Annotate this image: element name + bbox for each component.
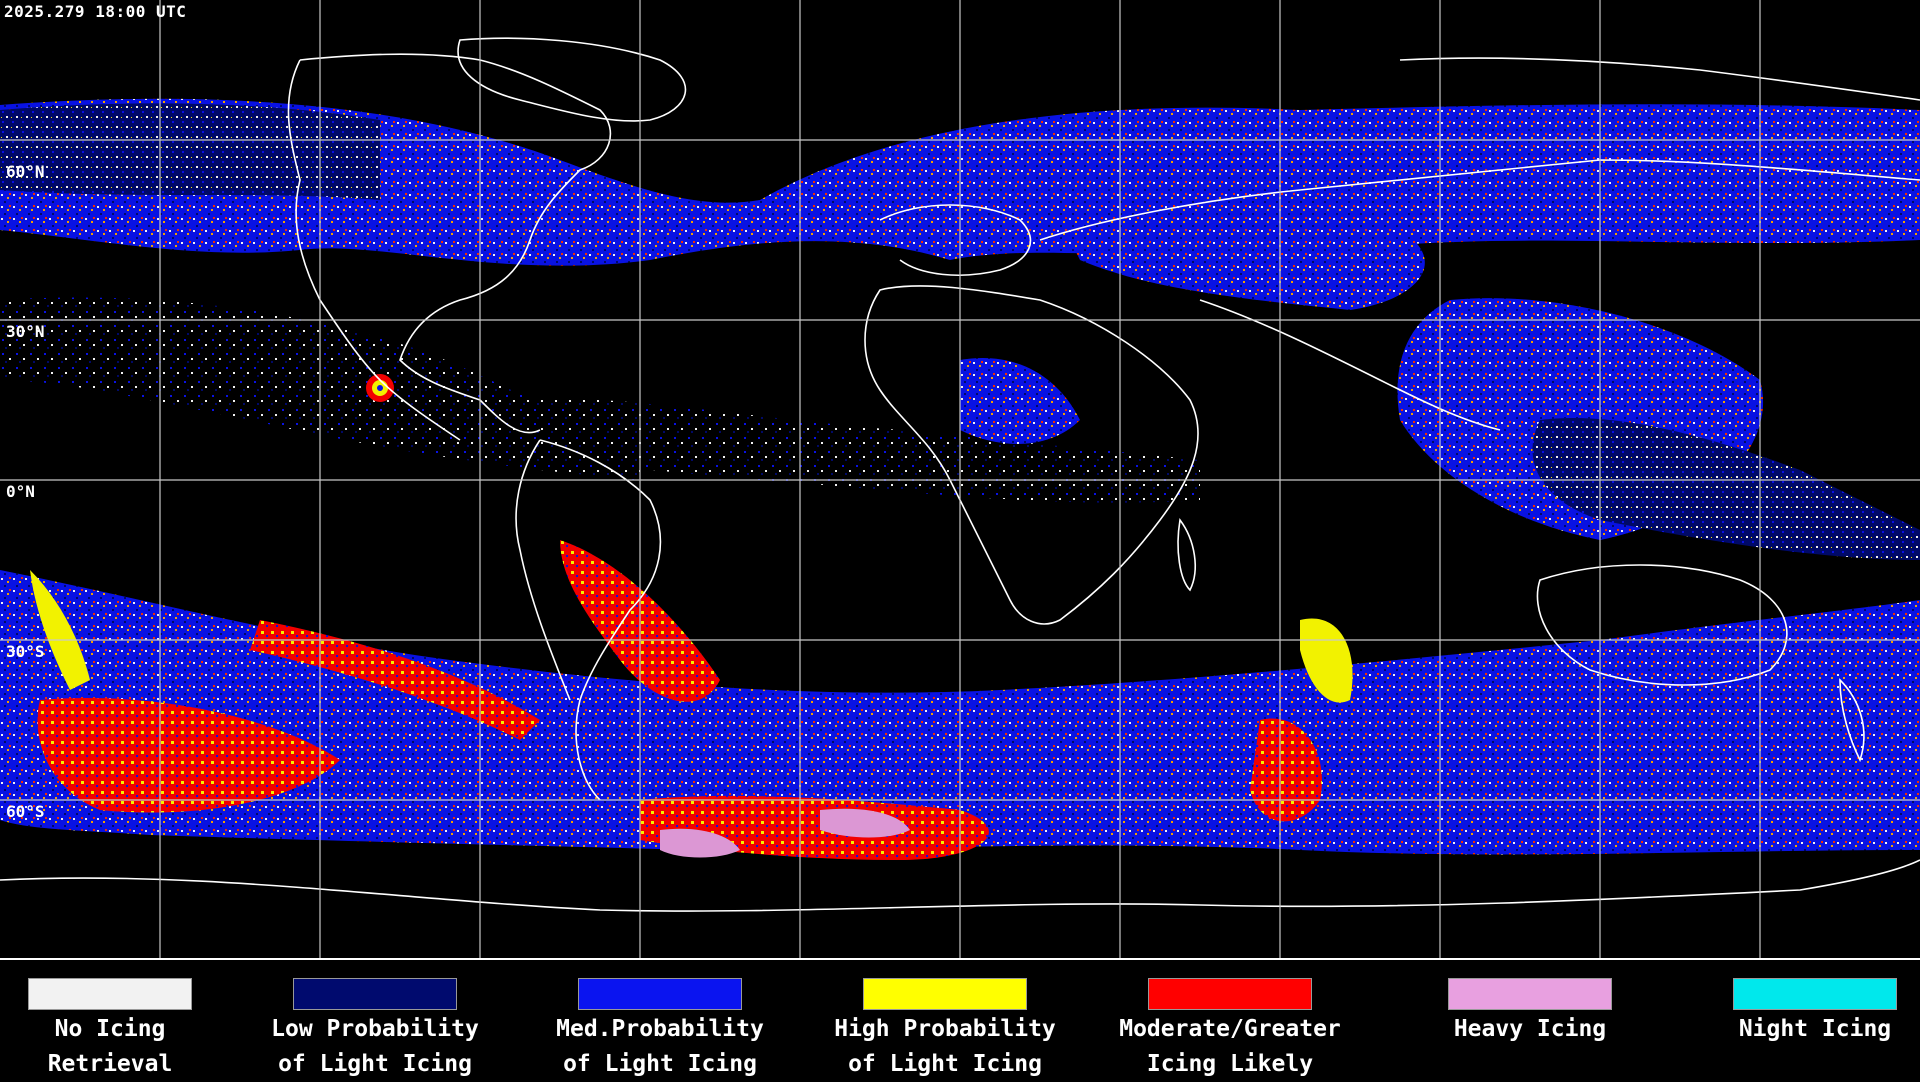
legend-label-line2: Retrieval <box>47 1051 173 1077</box>
icing-map-canvas <box>0 0 1920 958</box>
legend-label-line1: High Probability <box>834 1016 1056 1042</box>
legend-label-line1: Moderate/Greater <box>1119 1016 1341 1042</box>
legend-item-heavy-icing: Heavy Icing <box>1405 978 1655 1049</box>
legend-label-line2: of Light Icing <box>563 1051 757 1077</box>
legend-swatch <box>578 978 742 1010</box>
lat-label-0n: 0°N <box>6 482 35 501</box>
legend-swatch <box>863 978 1027 1010</box>
legend-label-line1: Low Probability <box>271 1016 479 1042</box>
legend: No Icing Retrieval Low Probability of Li… <box>0 958 1920 1082</box>
legend-swatch <box>28 978 192 1010</box>
legend-swatch <box>1733 978 1897 1010</box>
legend-swatch <box>293 978 457 1010</box>
legend-label-line1: Night Icing <box>1738 1016 1892 1042</box>
legend-item-high-probability: High Probability of Light Icing <box>820 978 1070 1080</box>
legend-label-line1: No Icing <box>54 1016 166 1042</box>
icing-map: 2025.279 18:00 UTC 60°N 30°N 0°N 30°S 60… <box>0 0 1920 958</box>
legend-item-no-icing: No Icing Retrieval <box>0 978 235 1080</box>
legend-label-line1: Heavy Icing <box>1453 1016 1607 1042</box>
legend-item-med-probability: Med.Probability of Light Icing <box>535 978 785 1080</box>
lat-label-60n: 60°N <box>6 162 45 181</box>
graticule <box>0 0 1920 958</box>
legend-item-moderate-greater: Moderate/Greater Icing Likely <box>1105 978 1355 1080</box>
legend-label-line2: of Light Icing <box>848 1051 1042 1077</box>
legend-label-line2: Icing Likely <box>1146 1051 1314 1077</box>
legend-item-low-probability: Low Probability of Light Icing <box>250 978 500 1080</box>
legend-label-line1: Med.Probability <box>556 1016 764 1042</box>
lat-label-30n: 30°N <box>6 322 45 341</box>
lat-label-60s: 60°S <box>6 802 45 821</box>
legend-swatch <box>1148 978 1312 1010</box>
legend-item-night-icing: Night Icing <box>1690 978 1920 1049</box>
legend-label-line2: of Light Icing <box>278 1051 472 1077</box>
timestamp: 2025.279 18:00 UTC <box>4 2 187 21</box>
lat-label-30s: 30°S <box>6 642 45 661</box>
legend-swatch <box>1448 978 1612 1010</box>
